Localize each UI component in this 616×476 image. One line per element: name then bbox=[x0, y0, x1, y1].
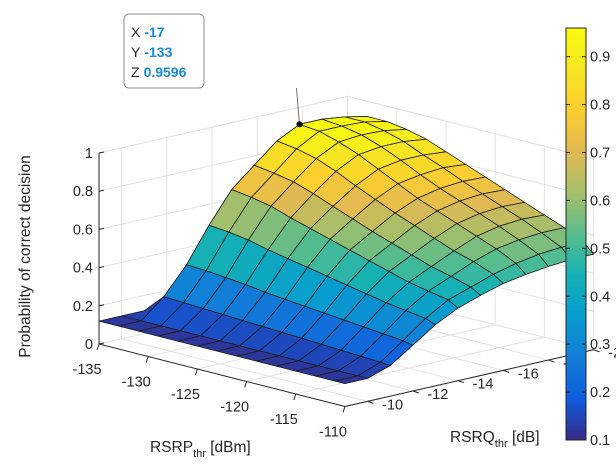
grid-line-y bbox=[295, 336, 545, 395]
box-edge bbox=[347, 95, 594, 160]
x-tick bbox=[503, 369, 510, 373]
datatip-value: -17 bbox=[144, 24, 164, 40]
datatip-label: Z bbox=[131, 64, 140, 80]
x-tick-label: -14 bbox=[473, 377, 494, 393]
y-tick bbox=[342, 406, 346, 413]
x-tick bbox=[457, 380, 465, 384]
x-tick bbox=[593, 349, 600, 353]
y-axis-label: RSRPthr [dBm] bbox=[150, 439, 251, 460]
z-axis-label: Probability of correct decision bbox=[17, 155, 34, 357]
datatip-row: X -17 bbox=[131, 24, 165, 40]
x-axis-label-sub: thr bbox=[495, 438, 508, 450]
datatip-value: -133 bbox=[144, 44, 172, 60]
x-tick bbox=[367, 400, 374, 404]
y-axis-label-unit: [dBm] bbox=[206, 439, 251, 456]
x-tick-label: -16 bbox=[518, 366, 539, 382]
x-tick-label: -12 bbox=[427, 387, 448, 403]
colorbar: 0.1 0.2 0.3 0.4 0.5 0.6 0.7 0.8 0.9 bbox=[565, 27, 610, 449]
x-tick bbox=[548, 359, 555, 363]
y-tick bbox=[96, 343, 100, 351]
z-tick bbox=[98, 266, 105, 269]
z-tick bbox=[98, 227, 105, 230]
colorbar-tick-label: 0.3 bbox=[590, 337, 610, 353]
colorbar-rect bbox=[565, 27, 587, 441]
colorbar-tick-label: 0.6 bbox=[590, 193, 610, 209]
y-axis-label-main: RSRP bbox=[150, 439, 193, 456]
y-tick bbox=[244, 381, 248, 388]
box-edge bbox=[98, 95, 348, 154]
y-tick bbox=[293, 393, 297, 401]
y-tick-label: -125 bbox=[171, 387, 200, 403]
colorbar-tick-label: 0.1 bbox=[590, 433, 610, 449]
y-tick-label: -115 bbox=[270, 412, 298, 428]
x-axis-label-unit: [dB] bbox=[508, 429, 540, 446]
z-tick-label: 0.2 bbox=[73, 299, 93, 315]
surface-patch bbox=[334, 375, 369, 385]
z-tick-label: 0.8 bbox=[73, 184, 93, 200]
x-tick bbox=[412, 390, 419, 394]
z-tick-label: 0.4 bbox=[73, 261, 93, 277]
x-tick-label: -20 bbox=[608, 346, 616, 362]
z-tick bbox=[98, 304, 105, 307]
y-tick-label: -110 bbox=[319, 425, 347, 441]
x-tick-label: -10 bbox=[382, 397, 403, 413]
grid-line-x bbox=[121, 338, 368, 402]
colorbar-tick-label: 0.9 bbox=[590, 50, 610, 66]
datatip-row: Z 0.9596 bbox=[131, 64, 187, 80]
y-tick bbox=[194, 368, 198, 376]
datatip-row: Y -133 bbox=[131, 44, 173, 60]
y-tick-label: -120 bbox=[220, 400, 249, 416]
z-tick bbox=[98, 189, 105, 192]
y-tick bbox=[145, 356, 149, 363]
datatip-label: X bbox=[131, 24, 141, 40]
colorbar-tick-label: 0.7 bbox=[590, 146, 610, 162]
x-axis-line bbox=[344, 349, 594, 407]
axes: 0 0.2 0.4 0.6 0.8 1 Probability of correct dec… bbox=[17, 146, 616, 460]
z-tick bbox=[98, 151, 105, 154]
surface-plot bbox=[98, 116, 594, 385]
colorbar-tick-label: 0.2 bbox=[590, 385, 610, 401]
y-axis-label-sub: thr bbox=[193, 448, 206, 460]
colorbar-tick-label: 0.8 bbox=[590, 98, 610, 114]
datatip-label: Y bbox=[131, 44, 141, 60]
datatip-value: 0.9596 bbox=[144, 64, 187, 80]
z-tick-label: 0 bbox=[85, 337, 93, 353]
colorbar-tick-label: 0.5 bbox=[590, 241, 610, 257]
y-tick-label: -130 bbox=[122, 375, 151, 391]
x-axis-label: RSRQthr [dB] bbox=[450, 429, 540, 450]
z-tick-label: 0.6 bbox=[73, 222, 93, 238]
y-tick-label: -135 bbox=[72, 362, 101, 378]
datatip-box bbox=[123, 13, 205, 89]
datatip-leader bbox=[296, 87, 300, 125]
datatip-marker bbox=[296, 121, 303, 128]
x-axis-label-main: RSRQ bbox=[450, 429, 495, 446]
z-tick-label: 1 bbox=[85, 146, 93, 162]
colorbar-tick-label: 0.4 bbox=[590, 289, 610, 305]
y-axis-line bbox=[98, 343, 346, 407]
